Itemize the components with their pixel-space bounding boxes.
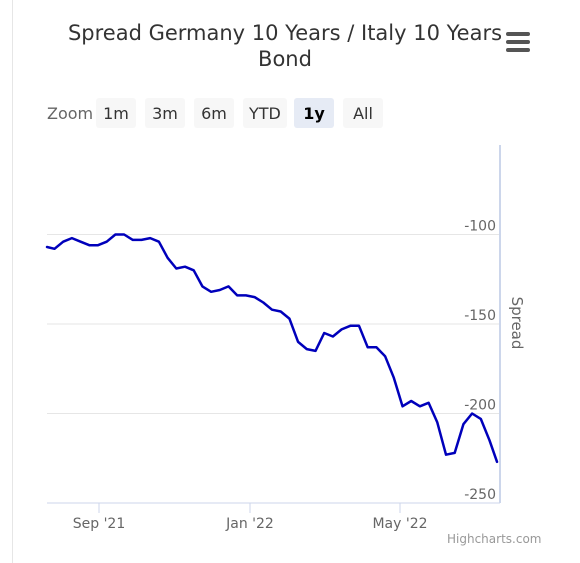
hamburger-menu-icon[interactable] (505, 30, 531, 54)
zoom-label: Zoom (47, 104, 94, 123)
y-tick-label: -100 (464, 219, 496, 235)
y-axis-title: Spread (508, 297, 526, 350)
zoom-button-6m[interactable]: 6m (194, 98, 234, 128)
chart-title: Spread Germany 10 Years / Italy 10 Years… (67, 21, 503, 71)
chart-left-border (12, 0, 13, 563)
zoom-button-1m[interactable]: 1m (96, 98, 136, 128)
x-tick-label: May '22 (372, 516, 427, 532)
zoom-button-3m[interactable]: 3m (145, 98, 185, 128)
x-tick-label: Sep '21 (73, 516, 126, 532)
zoom-button-ytd[interactable]: YTD (243, 98, 287, 128)
zoom-button-all[interactable]: All (343, 98, 383, 128)
y-tick-label: -200 (464, 398, 496, 414)
spread-series-line (45, 233, 499, 464)
y-tick-label: -150 (464, 308, 496, 324)
zoom-button-1y[interactable]: 1y (294, 98, 334, 128)
x-tick-label: Jan '22 (225, 516, 274, 532)
highcharts-credits[interactable]: Highcharts.com (447, 532, 542, 546)
y-tick-label: -250 (464, 487, 496, 503)
